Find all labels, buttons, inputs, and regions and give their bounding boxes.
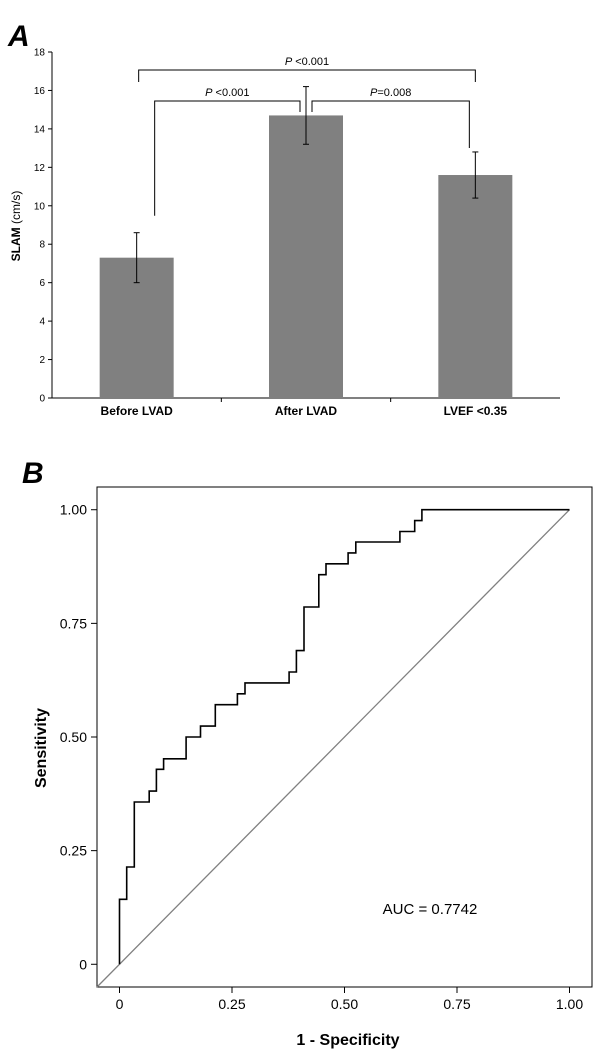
panel-a-y-axis-label: SLAM (cm/s) xyxy=(9,191,23,262)
panel-b-y-tick-label: 0.75 xyxy=(60,615,87,631)
panel-b: B Sensitivity 1 - Specificity 0 0.25 0.50 0… xyxy=(22,457,593,1049)
panel-a-y-tick-label: 18 xyxy=(34,48,46,59)
significance-bracket xyxy=(311,100,470,148)
panel-b-x-tick-label: 0 xyxy=(116,996,124,1012)
panel-a-y-tick-label: 4 xyxy=(39,317,45,328)
reference-diagonal xyxy=(96,509,570,988)
panel-a-letter: A xyxy=(7,20,30,53)
panel-b-y-tick-label: 1.00 xyxy=(60,502,87,518)
roc-curve xyxy=(118,508,570,965)
panel-b-lines xyxy=(96,508,570,988)
panel-b-x-tick-label: 0.75 xyxy=(443,996,470,1012)
panel-b-y-tick-label: 0.50 xyxy=(60,729,87,745)
panel-b-x-axis-label: 1 - Specificity xyxy=(296,1032,399,1049)
panel-a-y-tick-label: 16 xyxy=(34,86,46,97)
panel-a-y-tick-label: 12 xyxy=(34,163,46,174)
panel-b-letter: B xyxy=(22,457,44,490)
panel-b-x-tick-label: 0.25 xyxy=(218,996,245,1012)
p-value-label: P <0.001 xyxy=(205,87,249,99)
panel-b-y-axis-label: Sensitivity xyxy=(33,708,50,788)
panel-a-y-tick-label: 14 xyxy=(34,124,46,135)
panel-a-y-tick-label: 6 xyxy=(39,278,45,289)
bar xyxy=(269,115,343,398)
auc-annotation: AUC = 0.7742 xyxy=(383,901,478,918)
panel-b-x-tick-label: 1.00 xyxy=(556,996,583,1012)
panel-b-x-tick-label: 0.50 xyxy=(331,996,358,1012)
panel-a-y-tick-label: 10 xyxy=(34,201,46,212)
panel-b-axes: 0 0.25 0.50 0.75 1.00 0 0.25 0.50 0.75 1.00 xyxy=(60,486,593,1012)
panel-a-bars: Before LVAD After LVAD LVEF <0.35 xyxy=(99,86,513,418)
panel-a-y-tick-label: 2 xyxy=(39,355,45,366)
category-label: After LVAD xyxy=(275,404,338,418)
significance-bracket xyxy=(138,69,476,82)
panel-b-y-tick-label: 0 xyxy=(79,956,87,972)
panel-a-comparisons: P <0.001 P=0.008 P <0.001 xyxy=(138,56,476,216)
bar xyxy=(438,175,513,398)
significance-bracket xyxy=(154,100,301,216)
category-label: Before LVAD xyxy=(101,404,174,418)
p-value-label: P=0.008 xyxy=(370,87,411,99)
panel-a-y-tick-label: 0 xyxy=(39,394,45,405)
category-label: LVEF <0.35 xyxy=(444,404,508,418)
p-value-label: P <0.001 xyxy=(285,56,329,68)
panel-a-y-tick-label: 8 xyxy=(39,240,45,251)
panel-b-y-tick-label: 0.25 xyxy=(60,843,87,859)
panel-a: A SLAM (cm/s) 0 2 4 6 8 10 12 14 16 18 Before LVA… xyxy=(7,20,560,418)
